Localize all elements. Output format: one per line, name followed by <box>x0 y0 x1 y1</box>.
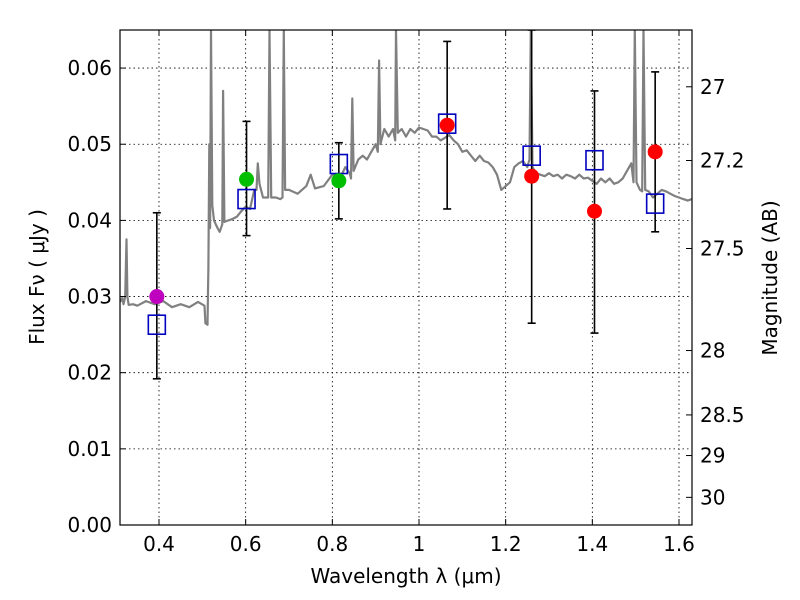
right-tick-label: 27.5 <box>700 237 745 261</box>
observed-photometry-point <box>439 117 455 133</box>
model-photometry-square <box>437 113 457 134</box>
y-tick-label: 0.02 <box>67 361 112 385</box>
right-tick-label: 28 <box>700 339 725 363</box>
right-tick-label: 30 <box>700 485 725 509</box>
observed-photometry-point <box>587 203 602 219</box>
model-photometry-square <box>237 188 256 210</box>
x-axis-label: Wavelength λ (μm) <box>310 564 501 588</box>
x-tick-label: 1.4 <box>576 532 608 556</box>
y-tick-label: 0.04 <box>67 208 112 232</box>
ticks: 0.4 0.6 0.8 1 1.2 1.4 1.6 0.00 0.01 0.02 0.03 0.04 0… <box>67 30 745 556</box>
x-tick-label: 1 <box>413 532 426 556</box>
x-tick-label: 0.8 <box>316 532 348 556</box>
observed-photometry-point <box>524 168 540 184</box>
y-tick-label: 0.05 <box>67 132 112 156</box>
right-tick-label: 27 <box>700 75 725 99</box>
x-tick-label: 1.2 <box>490 532 522 556</box>
observed-photometry-point <box>239 171 255 187</box>
model-spectrum-line <box>120 30 692 326</box>
right-tick-label: 29 <box>700 444 725 468</box>
model-photometry-square <box>585 149 604 171</box>
right-tick-label: 27.2 <box>700 149 745 173</box>
y-tick-label: 0.03 <box>67 285 112 309</box>
x-tick-label: 0.6 <box>230 532 262 556</box>
model-photometry-square <box>645 193 665 214</box>
y-tick-label: 0.06 <box>67 56 112 80</box>
right-axis-label: Magnitude (AB) <box>758 200 782 355</box>
y-axis-label: Flux Fν ( μJy ) <box>25 209 49 345</box>
y-tick-label: 0.01 <box>67 437 112 461</box>
axes-frame <box>119 29 693 526</box>
observed-photometry-point <box>331 173 347 189</box>
model-photometry-layer <box>147 113 665 336</box>
model-photometry-square <box>147 314 167 336</box>
spectrum-layer <box>120 30 692 326</box>
model-photometry-square <box>522 145 541 166</box>
observed-photometry-layer <box>149 117 663 305</box>
right-tick-label: 28.5 <box>700 403 745 427</box>
plot-area <box>120 30 692 525</box>
observed-photometry-point <box>149 289 165 305</box>
grid <box>120 30 692 526</box>
observed-photometry-point <box>647 144 663 160</box>
x-tick-label: 1.6 <box>663 532 695 556</box>
x-tick-label: 0.4 <box>143 532 175 556</box>
y-tick-label: 0.00 <box>67 513 112 537</box>
